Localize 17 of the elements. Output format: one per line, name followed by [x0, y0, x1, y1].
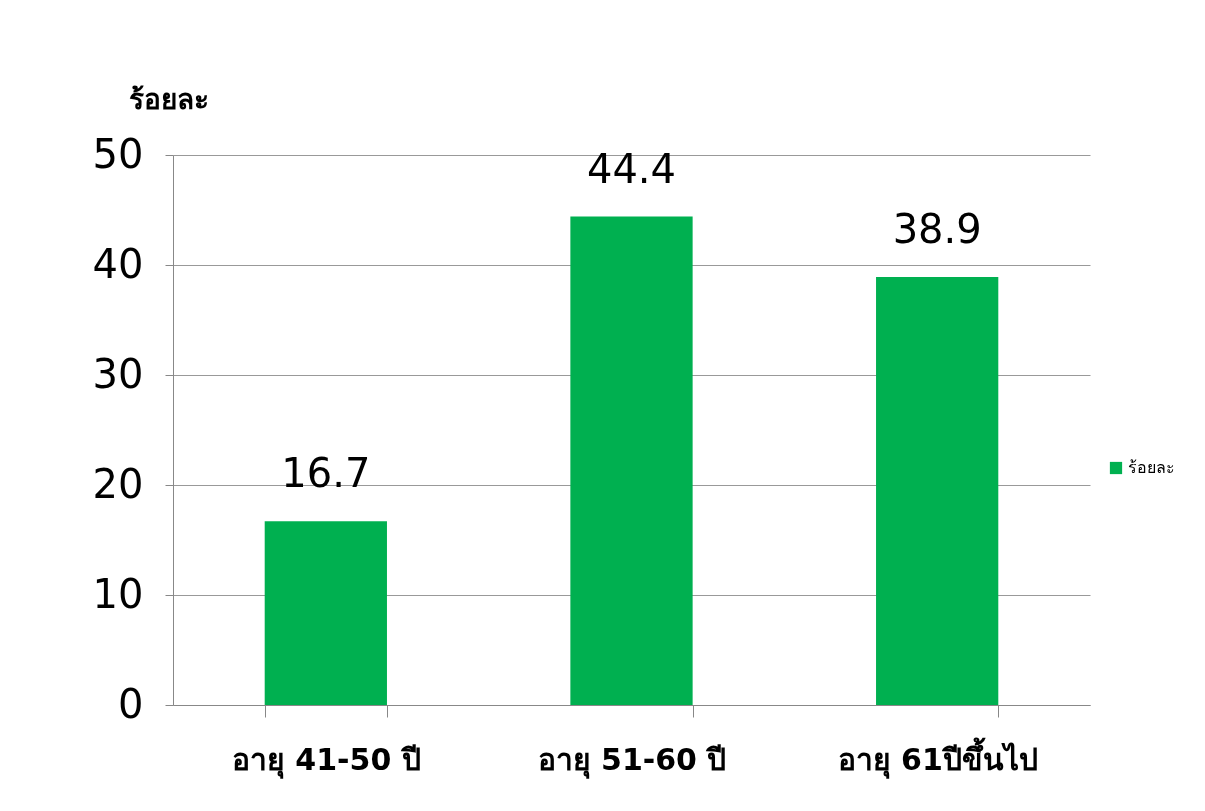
bar — [570, 216, 693, 705]
data-label: 44.4 — [586, 145, 677, 192]
y-axis-title: ร้อยละ — [128, 82, 209, 116]
y-tick-label: 30 — [92, 350, 144, 397]
y-tick-label: 10 — [92, 570, 144, 617]
y-tick-label: 0 — [118, 680, 144, 727]
x-tick-label: อายุ 41-50 ปี — [231, 741, 421, 779]
bar — [264, 521, 387, 705]
data-label: 16.7 — [281, 450, 371, 497]
data-label: 38.9 — [892, 206, 982, 253]
y-tick-label: 50 — [92, 130, 144, 177]
y-tick-label: 40 — [92, 240, 144, 287]
legend-label: ร้อยละ — [1128, 458, 1175, 477]
y-tick-label: 20 — [92, 460, 144, 507]
bar — [876, 277, 999, 705]
x-tick-label: อายุ 61ปีขึ้นไป — [837, 736, 1038, 779]
x-tick-label: อายุ 51-60 ปี — [537, 741, 727, 779]
